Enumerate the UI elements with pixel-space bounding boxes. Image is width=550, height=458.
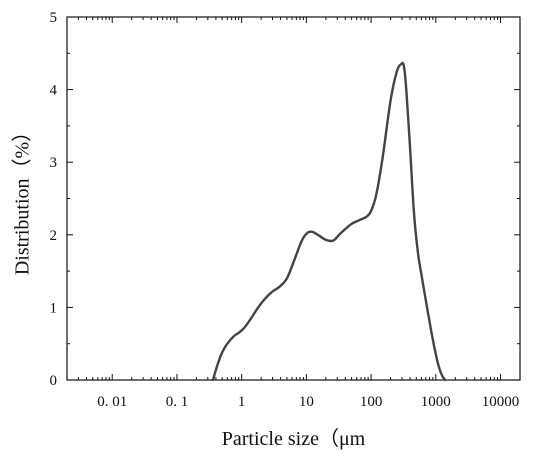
series-layer	[211, 61, 447, 382]
y-tick-label: 2	[50, 228, 58, 244]
x-tick-label: 100	[360, 394, 383, 410]
plot-frame	[66, 16, 521, 381]
plot-border	[66, 16, 521, 381]
x-tick-label: 1000	[421, 394, 451, 410]
y-tick-label: 0	[50, 373, 58, 389]
y-tick-label: 5	[50, 10, 58, 26]
x-tick-label: 0. 1	[166, 394, 189, 410]
x-axis-ticks: 0. 01 0. 1 1 10 100 1000 10000	[66, 17, 521, 410]
x-tick-label: 0. 01	[97, 394, 127, 410]
x-tick-label: 10	[299, 394, 314, 410]
x-tick-label: 10000	[482, 394, 520, 410]
y-tick-label: 1	[50, 300, 58, 316]
distribution-curve	[211, 61, 447, 382]
y-tick-label: 3	[50, 155, 58, 171]
x-tick-label: 1	[238, 394, 246, 410]
y-axis-ticks: 0 1 2 3 4 5	[50, 10, 520, 389]
y-axis-label: Distribution（%）	[11, 122, 34, 275]
y-tick-label: 4	[50, 83, 58, 99]
x-axis-label: Particle size（μm	[222, 427, 366, 450]
